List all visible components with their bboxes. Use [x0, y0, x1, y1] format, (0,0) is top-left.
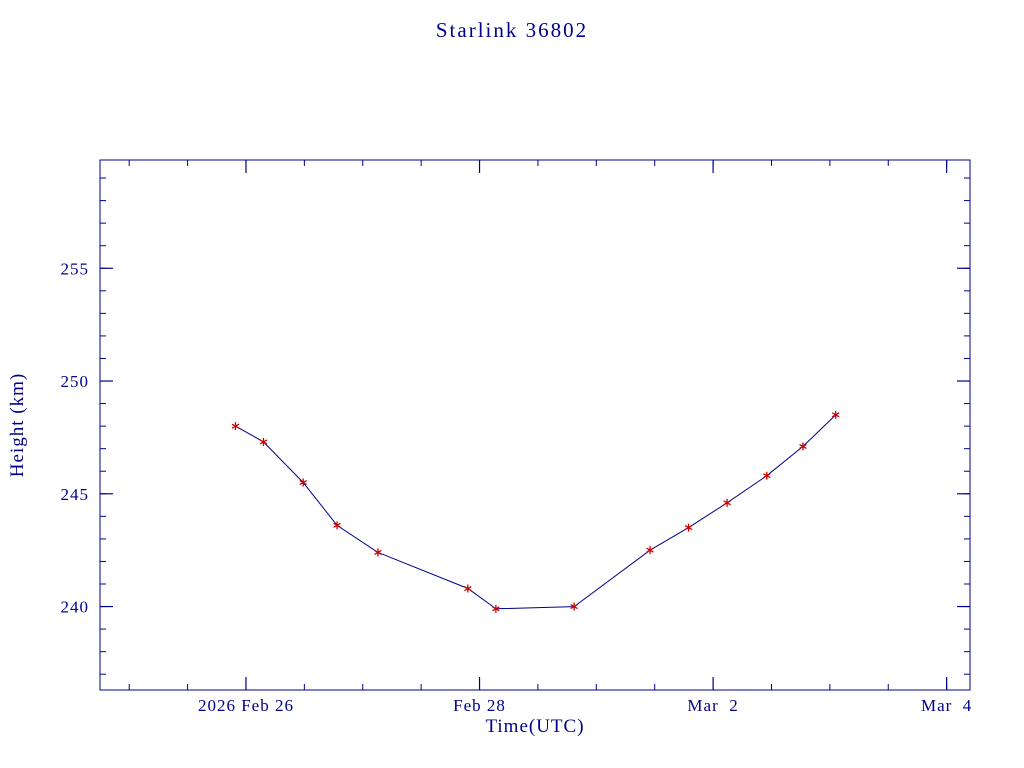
chart-title: Starlink 36802	[435, 18, 589, 42]
x-tick-label: Mar 4	[921, 696, 972, 715]
data-point-center	[336, 524, 339, 527]
data-point-center	[687, 526, 690, 529]
data-point-center	[376, 551, 379, 554]
data-point-center	[726, 501, 729, 504]
data-point-center	[573, 605, 576, 608]
x-tick-label: 2026 Feb 26	[198, 696, 294, 715]
y-tick-label: 250	[61, 372, 90, 391]
data-point-center	[234, 425, 237, 428]
data-point-center	[765, 474, 768, 477]
data-line	[235, 414, 837, 610]
y-tick-label: 245	[61, 485, 90, 504]
x-tick-label: Mar 2	[687, 696, 738, 715]
data-point-center	[802, 445, 804, 448]
data-point-center	[466, 587, 469, 590]
data-point-center	[834, 413, 837, 416]
x-tick-label: Feb 28	[453, 696, 506, 715]
y-tick-label: 240	[61, 598, 90, 617]
x-axis-label: Time(UTC)	[485, 716, 585, 737]
data-point-center	[649, 549, 651, 552]
plot-frame	[99, 159, 971, 691]
data-point-center	[494, 607, 497, 610]
data-point-center	[262, 440, 265, 443]
data-point-center	[302, 481, 305, 484]
y-tick-label: 255	[61, 259, 90, 278]
